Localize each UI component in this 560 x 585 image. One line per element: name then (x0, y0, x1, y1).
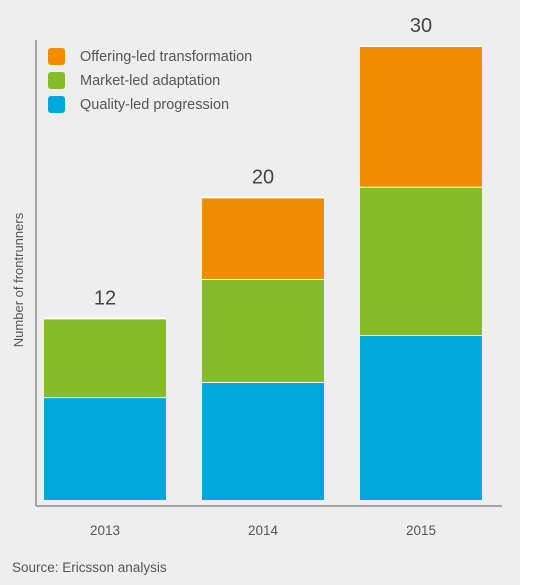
axes-group (35, 40, 502, 507)
total-label-2014: 20 (252, 166, 274, 188)
legend-label: Quality-led progression (80, 97, 229, 113)
bar-2013-market-led-adaptation (44, 318, 166, 398)
stacked-bar-chart: 12 20 30 2013 2014 2015 Number of frontrunne… (11, 15, 502, 575)
legend-swatch (48, 96, 65, 113)
x-tick-label-2013: 2013 (90, 523, 120, 538)
x-tick-labels-group: 2013 2014 2015 (90, 523, 436, 538)
legend: Offering-led transformation Market-led ad… (48, 48, 252, 113)
bar-2015-quality-led-progression (360, 335, 482, 500)
total-label-2013: 12 (94, 287, 116, 309)
source-note: Source: Ericsson analysis (12, 560, 167, 575)
bars-group (44, 45, 482, 500)
y-axis-label: Number of frontrunners (11, 212, 26, 347)
bar-2014-quality-led-progression (202, 381, 324, 500)
bar-2014-market-led-adaptation (202, 279, 324, 382)
legend-swatch (48, 72, 65, 89)
total-labels-group: 12 20 30 (94, 15, 432, 309)
bar-2013-quality-led-progression (44, 397, 166, 500)
bar-2015-market-led-adaptation (360, 186, 482, 336)
chart-container: 12 20 30 2013 2014 2015 Number of frontrunne… (0, 0, 520, 585)
total-label-2015: 30 (410, 15, 432, 37)
x-tick-label-2015: 2015 (406, 523, 436, 538)
bar-2014-offering-led-transformation (202, 197, 324, 280)
legend-swatch (48, 48, 65, 65)
x-tick-label-2014: 2014 (248, 523, 279, 538)
legend-label: Market-led adaptation (80, 73, 220, 89)
bar-2015-offering-led-transformation (360, 46, 482, 187)
legend-label: Offering-led transformation (80, 49, 252, 65)
